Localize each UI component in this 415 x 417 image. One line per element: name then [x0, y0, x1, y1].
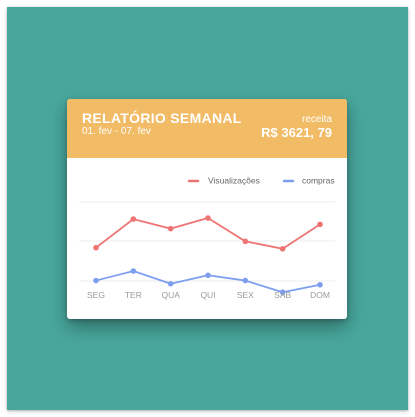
data-point-compras-sex[interactable]	[242, 277, 249, 284]
x-tick-sab: SAB	[274, 290, 291, 300]
x-tick-dom: DOM	[310, 290, 330, 300]
legend-label-compras: compras	[302, 175, 335, 185]
x-tick-ter: TER	[125, 290, 142, 300]
revenue-value: R$ 3621, 79	[261, 125, 332, 140]
revenue-label: receita	[301, 114, 332, 125]
data-point-compras-qua[interactable]	[167, 280, 174, 287]
chart-legend: Visualizações compras	[187, 175, 335, 185]
x-axis-ticks: SEG TER QUA QUI SEX SAB DOM	[87, 290, 330, 300]
data-point-visualizacoes-sab[interactable]	[279, 245, 286, 252]
weekly-report-card: RELATÓRIO SEMANAL 01. fev - 07. fev rece…	[67, 99, 347, 319]
x-tick-qua: QUA	[161, 290, 180, 300]
x-tick-qui: QUI	[200, 290, 215, 300]
x-tick-seg: SEG	[87, 290, 105, 300]
data-point-compras-ter[interactable]	[130, 268, 137, 274]
report-title: RELATÓRIO SEMANAL	[82, 110, 242, 126]
data-point-compras-dom[interactable]	[317, 282, 323, 288]
data-point-visualizacoes-ter[interactable]	[130, 216, 137, 222]
data-point-compras-seg[interactable]	[93, 277, 99, 284]
data-point-compras-qui[interactable]	[205, 272, 211, 279]
data-point-visualizacoes-qui[interactable]	[205, 215, 211, 221]
data-point-visualizacoes-qua[interactable]	[167, 225, 174, 232]
chart-grid	[79, 201, 335, 282]
weekly-line-chart: Visualizações compras SEG TER QUA QUI SEX SAB…	[79, 175, 335, 300]
date-range: 01. fev - 07. fev	[82, 126, 151, 137]
card-header: RELATÓRIO SEMANAL 01. fev - 07. fev rece…	[67, 99, 347, 158]
background-canvas: RELATÓRIO SEMANAL 01. fev - 07. fev rece…	[7, 7, 408, 410]
data-point-visualizacoes-sex[interactable]	[242, 238, 249, 245]
legend-label-visualizacoes: Visualizações	[208, 175, 260, 185]
data-point-compras-sab[interactable]	[279, 289, 286, 296]
data-point-visualizacoes-seg[interactable]	[93, 244, 99, 251]
x-tick-sex: SEX	[237, 290, 254, 300]
data-point-visualizacoes-dom[interactable]	[317, 221, 323, 228]
series-line-visualizacoes	[95, 217, 321, 250]
chart-series	[93, 215, 323, 296]
